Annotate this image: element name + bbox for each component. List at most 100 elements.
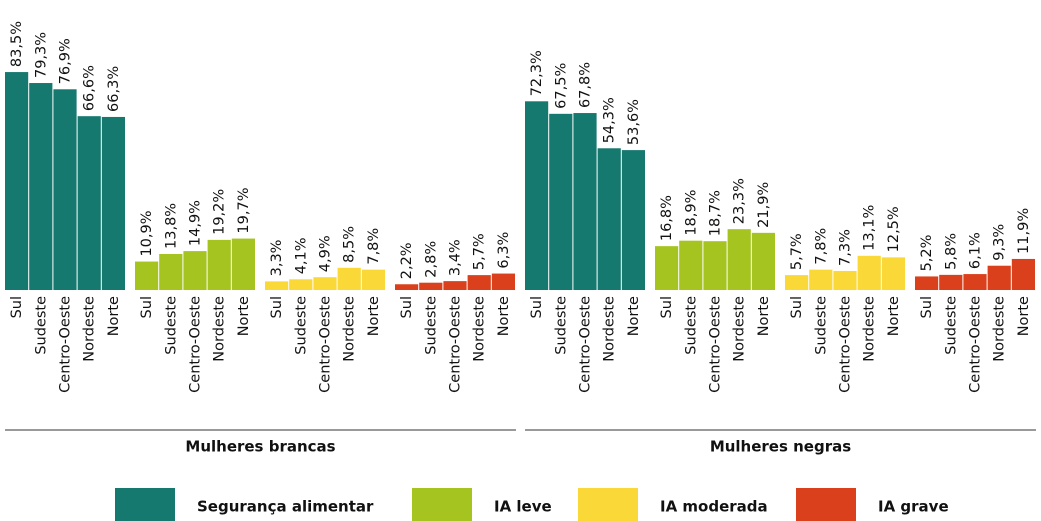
category-label: Norte xyxy=(626,296,642,336)
value-label: 3,3% xyxy=(269,240,285,277)
value-label: 7,8% xyxy=(813,228,829,265)
bar xyxy=(183,251,207,290)
category-label: Sul xyxy=(9,296,25,318)
category-label: Sul xyxy=(659,296,675,318)
category-label: Sul xyxy=(269,296,285,318)
category-label: Sul xyxy=(399,296,415,318)
category-label: Nordeste xyxy=(992,296,1008,362)
category-label: Nordeste xyxy=(602,296,618,362)
category-label: Centro-Oeste xyxy=(968,296,984,393)
bar xyxy=(337,267,361,290)
value-label: 54,3% xyxy=(602,97,618,143)
category-label: Sudeste xyxy=(683,296,699,355)
value-label: 67,8% xyxy=(578,62,594,108)
category-label: Sudeste xyxy=(553,296,569,355)
category-label: Sudeste xyxy=(163,296,179,355)
category-label: Norte xyxy=(886,296,902,336)
bar xyxy=(77,116,101,290)
value-label: 79,3% xyxy=(33,32,49,78)
value-label: 2,8% xyxy=(423,241,439,278)
bar xyxy=(289,279,313,290)
legend-label: Segurança alimentar xyxy=(197,498,374,516)
category-label: Nordeste xyxy=(342,296,358,362)
bar xyxy=(313,277,337,290)
category-label: Sul xyxy=(789,296,805,318)
bar xyxy=(101,116,125,290)
value-label: 11,9% xyxy=(1016,208,1032,254)
legend-swatch xyxy=(578,488,638,521)
value-label: 13,8% xyxy=(163,203,179,249)
legend-swatch xyxy=(412,488,472,521)
bar xyxy=(419,282,443,290)
bar xyxy=(703,241,727,290)
value-label: 5,7% xyxy=(789,233,805,270)
value-label: 76,9% xyxy=(58,38,74,84)
bar xyxy=(549,113,573,290)
category-label: Sudeste xyxy=(423,296,439,355)
value-label: 18,9% xyxy=(683,190,699,236)
legend-swatch xyxy=(796,488,856,521)
bar xyxy=(881,257,905,290)
category-label: Centro-Oeste xyxy=(838,296,854,393)
value-label: 2,2% xyxy=(399,242,415,279)
value-label: 16,8% xyxy=(659,195,675,241)
bar xyxy=(135,261,159,290)
value-label: 7,3% xyxy=(838,229,854,266)
value-label: 66,6% xyxy=(82,65,98,111)
bar xyxy=(751,232,775,290)
value-label: 9,3% xyxy=(992,224,1008,261)
category-label: Nordeste xyxy=(82,296,98,362)
group-label: Mulheres brancas xyxy=(185,438,335,456)
value-label: 72,3% xyxy=(529,50,545,96)
category-label: Centro-Oeste xyxy=(578,296,594,393)
value-label: 12,5% xyxy=(886,206,902,252)
value-label: 67,5% xyxy=(553,63,569,109)
category-label: Centro-Oeste xyxy=(708,296,724,393)
category-label: Nordeste xyxy=(732,296,748,362)
value-label: 13,1% xyxy=(862,205,878,251)
value-label: 5,2% xyxy=(919,235,935,272)
category-label: Norte xyxy=(1016,296,1032,336)
value-label: 53,6% xyxy=(626,99,642,145)
bar xyxy=(809,269,833,290)
value-label: 4,1% xyxy=(293,237,309,274)
value-label: 10,9% xyxy=(139,210,155,256)
value-label: 8,5% xyxy=(342,226,358,263)
category-label: Sul xyxy=(529,296,545,318)
category-label: Sul xyxy=(919,296,935,318)
legend-swatch xyxy=(115,488,175,521)
bar xyxy=(727,229,751,290)
bar xyxy=(361,269,385,290)
category-label: Sudeste xyxy=(293,296,309,355)
bar xyxy=(159,253,183,290)
bar xyxy=(467,275,491,290)
bar xyxy=(833,270,857,290)
category-label: Centro-Oeste xyxy=(448,296,464,393)
legend-label: IA moderada xyxy=(660,498,768,516)
value-label: 7,8% xyxy=(366,228,382,265)
category-label: Sudeste xyxy=(33,296,49,355)
category-label: Nordeste xyxy=(472,296,488,362)
bar xyxy=(597,148,621,290)
bar xyxy=(785,275,809,290)
category-label: Centro-Oeste xyxy=(188,296,204,393)
bar xyxy=(53,89,77,290)
value-label: 18,7% xyxy=(708,190,724,236)
category-label: Nordeste xyxy=(862,296,878,362)
bar xyxy=(395,284,419,290)
value-label: 23,3% xyxy=(732,178,748,224)
value-label: 19,7% xyxy=(236,188,252,234)
category-label: Sudeste xyxy=(943,296,959,355)
category-label: Centro-Oeste xyxy=(58,296,74,393)
bar xyxy=(573,113,597,291)
value-label: 6,1% xyxy=(968,232,984,269)
category-label: Norte xyxy=(106,296,122,336)
value-label: 66,3% xyxy=(106,66,122,112)
value-label: 21,9% xyxy=(756,182,772,228)
bar xyxy=(5,72,29,290)
bar xyxy=(1011,258,1035,290)
bar xyxy=(915,276,939,290)
bar xyxy=(987,265,1011,290)
category-label: Centro-Oeste xyxy=(318,296,334,393)
